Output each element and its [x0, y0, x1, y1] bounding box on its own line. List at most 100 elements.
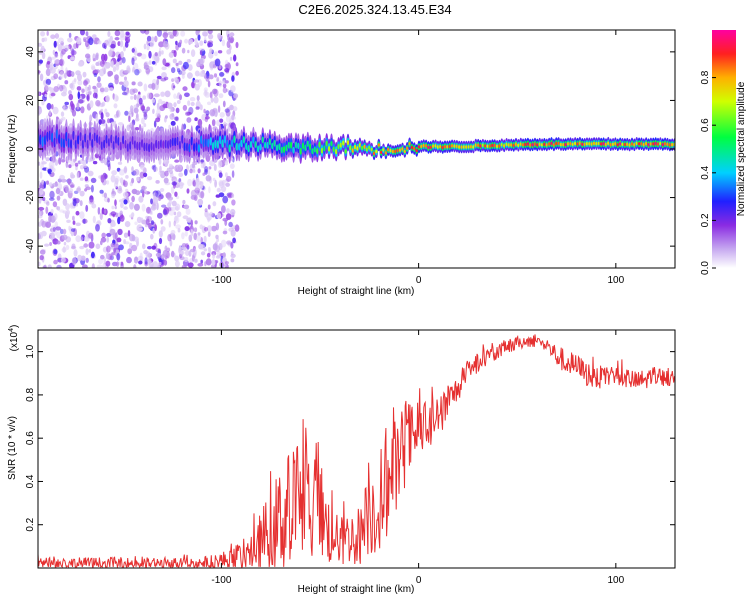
noise-speckle — [108, 87, 114, 92]
noise-speckle — [67, 178, 71, 185]
signal-band-core — [564, 142, 567, 147]
noise-speckle — [211, 119, 216, 127]
noise-speckle — [175, 203, 181, 211]
noise-speckle — [187, 64, 193, 71]
noise-speckle — [168, 220, 171, 228]
signal-band-core — [247, 144, 250, 153]
noise-speckle — [56, 264, 62, 268]
noise-speckle — [160, 91, 166, 97]
signal-band-core — [318, 141, 321, 148]
noise-speckle — [116, 167, 121, 172]
noise-speckle — [170, 186, 175, 195]
noise-speckle — [164, 115, 168, 119]
noise-speckle — [139, 171, 145, 179]
noise-speckle — [213, 73, 218, 78]
noise-speckle — [207, 225, 212, 233]
signal-band-core — [550, 141, 553, 146]
noise-speckle — [50, 34, 56, 39]
noise-speckle — [192, 169, 196, 173]
noise-speckle — [207, 42, 213, 48]
noise-speckle — [229, 56, 233, 61]
noise-speckle — [77, 71, 81, 77]
noise-speckle — [101, 53, 106, 62]
signal-band-core — [233, 135, 236, 144]
noise-speckle — [222, 230, 228, 235]
noise-speckle — [114, 180, 119, 188]
noise-speckle — [233, 54, 237, 62]
noise-speckle — [131, 48, 135, 53]
noise-speckle — [211, 213, 216, 218]
noise-speckle — [76, 102, 80, 110]
noise-speckle — [79, 190, 85, 197]
noise-speckle — [140, 30, 146, 34]
noise-speckle — [191, 163, 195, 169]
noise-speckle — [207, 168, 211, 177]
noise-speckle — [109, 228, 116, 236]
noise-speckle — [79, 245, 85, 250]
signal-band-core — [193, 143, 196, 152]
noise-speckle — [180, 30, 186, 37]
noise-speckle — [189, 38, 193, 45]
signal-band-core — [540, 143, 544, 147]
noise-speckle — [85, 31, 89, 37]
noise-speckle — [80, 255, 86, 261]
noise-speckle — [171, 67, 176, 74]
noise-speckle — [76, 186, 81, 193]
noise-speckle — [132, 69, 135, 73]
signal-band-core — [211, 141, 215, 151]
noise-speckle — [39, 255, 44, 261]
signal-band-core — [543, 142, 546, 146]
noise-speckle — [200, 259, 203, 264]
noise-speckle — [155, 117, 161, 123]
noise-speckle — [202, 31, 208, 37]
snr-multiplier-base: (x10 — [9, 331, 20, 351]
noise-speckle — [172, 85, 176, 89]
noise-speckle — [118, 125, 123, 131]
signal-band-core — [98, 136, 101, 145]
signal-band-core — [79, 132, 82, 142]
signal-band-core — [219, 135, 222, 145]
signal-band-core — [495, 144, 499, 148]
noise-speckle — [219, 72, 225, 77]
noise-speckle — [130, 95, 134, 100]
signal-band-core — [162, 140, 165, 149]
noise-speckle — [150, 220, 154, 225]
noise-speckle — [116, 261, 120, 267]
noise-speckle — [229, 37, 234, 44]
colorbar-label: Normalized spectral amplitude — [736, 81, 747, 216]
signal-band-core — [671, 143, 674, 147]
noise-speckle — [226, 175, 232, 182]
noise-speckle — [158, 171, 162, 175]
noise-speckle — [232, 237, 237, 244]
noise-speckle — [158, 50, 162, 57]
signal-band-core — [119, 141, 123, 151]
signal-band-core — [48, 130, 51, 141]
noise-speckle — [108, 39, 111, 48]
signal-band-core — [387, 147, 390, 152]
signal-band-core — [619, 142, 622, 146]
noise-speckle — [227, 193, 233, 199]
noise-speckle — [143, 83, 148, 92]
signal-band-core — [84, 133, 87, 143]
noise-speckle — [200, 70, 206, 77]
noise-speckle — [131, 166, 134, 172]
noise-speckle — [172, 58, 177, 64]
signal-band-core — [216, 140, 220, 149]
noise-speckle — [179, 94, 182, 101]
noise-speckle — [53, 259, 58, 265]
signal-band-core — [500, 143, 503, 147]
noise-speckle — [129, 214, 134, 218]
noise-speckle — [203, 108, 206, 114]
signal-band-core — [566, 142, 570, 146]
noise-speckle — [214, 179, 218, 188]
noise-speckle — [155, 248, 161, 253]
noise-speckle — [45, 157, 50, 162]
noise-speckle — [147, 176, 153, 181]
noise-speckle — [54, 33, 60, 39]
noise-speckle — [110, 174, 116, 183]
signal-band-core — [133, 140, 137, 149]
signal-band-core — [301, 142, 305, 150]
signal-band-core — [69, 139, 73, 149]
signal-band-core — [630, 142, 634, 146]
signal-band-core — [190, 136, 193, 146]
